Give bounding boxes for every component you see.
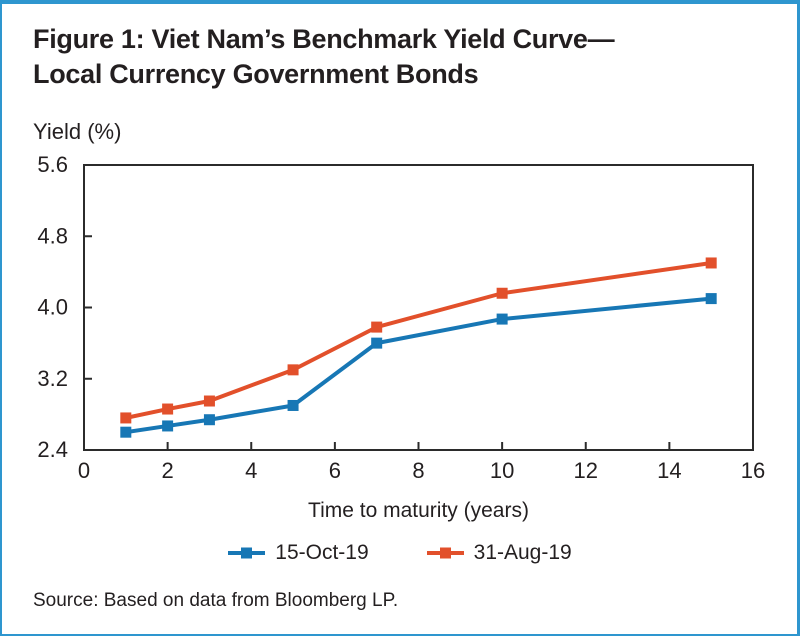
x-tick-label: 4	[245, 458, 257, 483]
source-note: Source: Based on data from Bloomberg LP.	[33, 590, 399, 611]
data-point-15-Oct-19	[203, 414, 215, 426]
data-point-31-Aug-19	[496, 287, 508, 299]
legend-item-aug: 31-Aug-19	[426, 541, 572, 565]
plot-border	[83, 164, 754, 451]
data-point-31-Aug-19	[705, 257, 717, 269]
data-point-31-Aug-19	[120, 412, 132, 424]
x-tick-label: 0	[78, 458, 90, 483]
series-line-15-Oct-19	[125, 296, 712, 435]
x-tick-label: 12	[574, 458, 598, 483]
x-tick-label: 10	[490, 458, 514, 483]
legend-marker-oct	[241, 547, 253, 559]
legend-label-aug: 31-Aug-19	[473, 541, 572, 564]
data-point-31-Aug-19	[203, 395, 215, 407]
y-tick-label: 3.2	[37, 366, 68, 391]
x-tick-label: 8	[412, 458, 424, 483]
y-axis-title: Yield (%)	[33, 119, 122, 144]
chart-legend: 15-Oct-19 31-Aug-19	[0, 541, 800, 565]
data-point-15-Oct-19	[162, 420, 174, 432]
legend-label-oct: 15-Oct-19	[275, 541, 369, 564]
x-tick-label: 2	[162, 458, 174, 483]
figure-title-line2: Local Currency Government Bonds	[33, 59, 479, 89]
series-line-31-Aug-19	[125, 260, 712, 420]
data-point-31-Aug-19	[162, 403, 174, 415]
y-tick-label: 4.0	[37, 295, 68, 320]
y-tick-label: 2.4	[37, 437, 68, 462]
x-tick-label: 14	[657, 458, 681, 483]
data-point-15-Oct-19	[705, 293, 717, 305]
x-axis-title: Time to maturity (years)	[308, 499, 529, 522]
data-point-15-Oct-19	[120, 426, 132, 438]
legend-line-sample-oct-icon	[228, 547, 266, 559]
figure-title: Figure 1: Viet Nam’s Benchmark Yield Cur…	[33, 22, 615, 92]
x-tick-label: 6	[329, 458, 341, 483]
figure-title-line1: Figure 1: Viet Nam’s Benchmark Yield Cur…	[33, 24, 615, 54]
data-point-31-Aug-19	[371, 321, 383, 333]
legend-marker-aug	[439, 547, 451, 559]
data-point-15-Oct-19	[496, 313, 508, 325]
data-point-31-Aug-19	[287, 364, 299, 376]
legend-item-oct: 15-Oct-19	[228, 541, 369, 565]
data-point-15-Oct-19	[371, 337, 383, 349]
legend-line-sample-aug-icon	[426, 547, 464, 559]
y-tick-label: 4.8	[37, 223, 68, 248]
data-point-15-Oct-19	[287, 399, 299, 411]
y-tick-label: 5.6	[37, 152, 68, 177]
x-tick-label: 16	[741, 458, 765, 483]
